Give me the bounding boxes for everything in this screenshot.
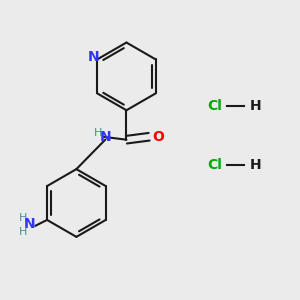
Text: O: O	[152, 130, 164, 144]
Text: H: H	[250, 99, 262, 113]
Text: H: H	[19, 214, 28, 224]
Text: Cl: Cl	[207, 158, 222, 172]
Text: N: N	[99, 130, 111, 144]
Text: Cl: Cl	[207, 99, 222, 113]
Text: H: H	[19, 227, 28, 237]
Text: N: N	[88, 50, 99, 64]
Text: H: H	[94, 128, 103, 138]
Text: N: N	[24, 217, 35, 231]
Text: H: H	[250, 158, 262, 172]
